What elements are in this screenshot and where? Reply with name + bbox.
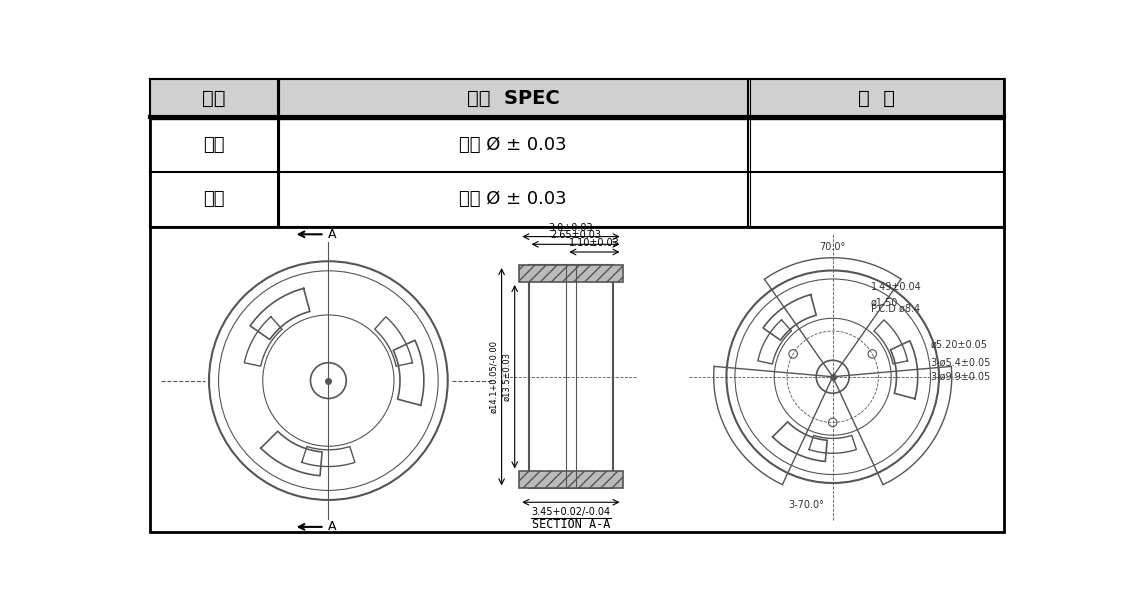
Text: 3.0±0.03: 3.0±0.03 — [548, 223, 593, 233]
Bar — [519, 265, 623, 282]
Text: 내경 Ø ± 0.03: 내경 Ø ± 0.03 — [459, 190, 566, 208]
Text: SECTION A-A: SECTION A-A — [531, 518, 610, 531]
Bar — [150, 79, 1004, 117]
Text: ø5.20±0.05: ø5.20±0.05 — [930, 340, 988, 350]
Bar — [519, 471, 623, 488]
Text: 3.45+0.02/-0.04: 3.45+0.02/-0.04 — [531, 507, 610, 517]
Text: 내경: 내경 — [203, 190, 224, 208]
Text: 비  고: 비 고 — [858, 88, 895, 108]
Text: 3-ø5.4±0.05: 3-ø5.4±0.05 — [930, 358, 991, 368]
Text: ø1.50: ø1.50 — [870, 298, 899, 308]
Text: 항목: 항목 — [202, 88, 225, 108]
Text: 3-ø9.9±0.05: 3-ø9.9±0.05 — [930, 371, 991, 382]
Text: 2.65±0.03: 2.65±0.03 — [549, 231, 601, 240]
Text: 3-70.0°: 3-70.0° — [788, 500, 824, 509]
Bar — [528, 265, 614, 488]
Text: ø13.5±0.03: ø13.5±0.03 — [502, 352, 511, 401]
Text: 외경: 외경 — [203, 136, 224, 154]
Text: 70.0°: 70.0° — [820, 241, 846, 252]
Text: A: A — [329, 520, 337, 534]
Text: ø14.1+0.05/-0.00: ø14.1+0.05/-0.00 — [490, 340, 499, 413]
Text: 관리  SPEC: 관리 SPEC — [466, 88, 560, 108]
Text: P.C.D ø8.4: P.C.D ø8.4 — [870, 304, 920, 314]
Text: A: A — [329, 228, 337, 241]
Text: 1.49±0.04: 1.49±0.04 — [870, 282, 921, 292]
Text: 1.10±0.03: 1.10±0.03 — [569, 238, 619, 248]
Text: 외경 Ø ± 0.03: 외경 Ø ± 0.03 — [459, 136, 566, 154]
